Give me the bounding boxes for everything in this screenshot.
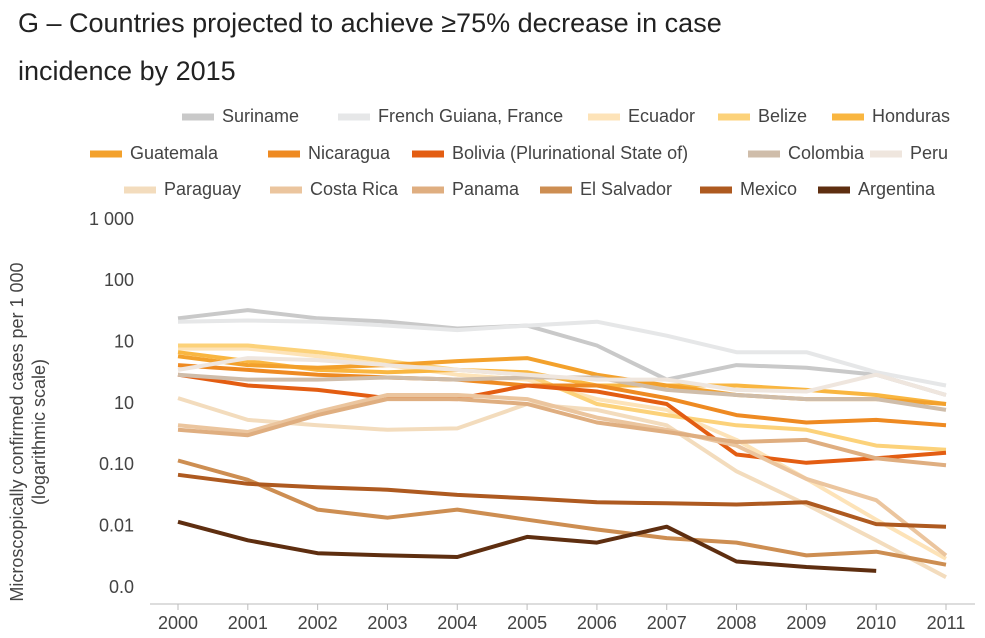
y-tick-label: 10 bbox=[114, 393, 134, 413]
y-tick-label: 10 bbox=[114, 331, 134, 351]
legend-label: Ecuador bbox=[628, 106, 695, 126]
legend-label: Belize bbox=[758, 106, 807, 126]
y-axis-label-line: Microscopically confirmed cases per 1 00… bbox=[7, 262, 27, 601]
legend-label: Panama bbox=[452, 179, 520, 199]
x-tick-label: 2005 bbox=[507, 613, 547, 633]
legend-label: Costa Rica bbox=[310, 179, 399, 199]
series-line bbox=[177, 458, 947, 567]
x-tick-label: 2006 bbox=[577, 613, 617, 633]
legend-label: Bolivia (Plurinational State of) bbox=[452, 143, 688, 163]
series-line bbox=[177, 372, 947, 465]
x-tick-label: 2009 bbox=[786, 613, 826, 633]
legend-label: Honduras bbox=[872, 106, 950, 126]
x-tick-label: 2002 bbox=[298, 613, 338, 633]
x-tick-label: 2008 bbox=[717, 613, 757, 633]
y-tick-label: 0.10 bbox=[99, 454, 134, 474]
x-tick-label: 2007 bbox=[647, 613, 687, 633]
legend-label: El Salvador bbox=[580, 179, 672, 199]
y-tick-label: 0.0 bbox=[109, 577, 134, 597]
y-tick-label: 100 bbox=[104, 270, 134, 290]
x-tick-label: 2000 bbox=[158, 613, 198, 633]
series-line bbox=[177, 308, 947, 397]
x-tick-label: 2010 bbox=[856, 613, 896, 633]
chart-title: G – Countries projected to achieve ≥75% … bbox=[18, 8, 722, 38]
x-tick-label: 2001 bbox=[228, 613, 268, 633]
legend-label: Nicaragua bbox=[308, 143, 391, 163]
x-tick-label: 2004 bbox=[437, 613, 477, 633]
legend-label: French Guiana, France bbox=[378, 106, 563, 126]
legend-label: Peru bbox=[910, 143, 948, 163]
legend-label: Mexico bbox=[740, 179, 797, 199]
series-line bbox=[177, 397, 947, 468]
series-line bbox=[177, 519, 877, 573]
y-axis-label: Microscopically confirmed cases per 1 00… bbox=[7, 262, 49, 601]
y-axis-label-line: (logarithmic scale) bbox=[29, 359, 49, 505]
x-tick-label: 2011 bbox=[927, 613, 966, 633]
legend-label: Argentina bbox=[858, 179, 936, 199]
legend-label: Paraguay bbox=[164, 179, 241, 199]
legend-label: Suriname bbox=[222, 106, 299, 126]
x-tick-label: 2003 bbox=[367, 613, 407, 633]
series-line bbox=[177, 363, 947, 428]
series-line bbox=[177, 472, 947, 529]
y-tick-label: 0.01 bbox=[99, 515, 134, 535]
y-tick-label: 1 000 bbox=[89, 209, 134, 229]
chart-title: incidence by 2015 bbox=[18, 56, 236, 86]
series-line bbox=[177, 393, 948, 557]
legend-label: Colombia bbox=[788, 143, 865, 163]
series-line bbox=[177, 356, 947, 397]
legend-label: Guatemala bbox=[130, 143, 219, 163]
series-line bbox=[177, 318, 947, 388]
